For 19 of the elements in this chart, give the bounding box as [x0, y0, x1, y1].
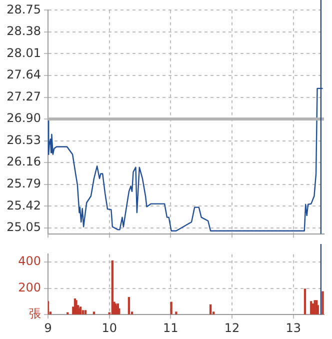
y-tick-label: 26.90 [6, 111, 41, 126]
y-tick-label: 400 [18, 254, 41, 268]
y-tick-label: 28.75 [6, 2, 41, 16]
x-tick-label: 11 [163, 320, 178, 335]
y-tick-label: 26.16 [6, 154, 41, 169]
x-tick-label: 10 [102, 320, 117, 335]
y-tick-label: 26.53 [6, 132, 41, 147]
y-tick-label: 27.64 [6, 68, 41, 82]
y-tick-label: 28.38 [6, 24, 41, 38]
y-tick-label: 28.01 [6, 46, 41, 60]
y-tick-label: 200 [18, 280, 41, 294]
x-tick-label: 13 [286, 320, 301, 335]
x-tick-label: 12 [224, 320, 240, 335]
y-tick-label: 25.42 [6, 198, 41, 212]
y-tick-label: 25.05 [6, 220, 41, 234]
y-tick-label: 25.79 [6, 176, 41, 190]
x-tick-label: 9 [44, 320, 52, 335]
y-tick-label: 27.27 [6, 89, 41, 104]
y-tick-label: 張 [29, 306, 41, 321]
